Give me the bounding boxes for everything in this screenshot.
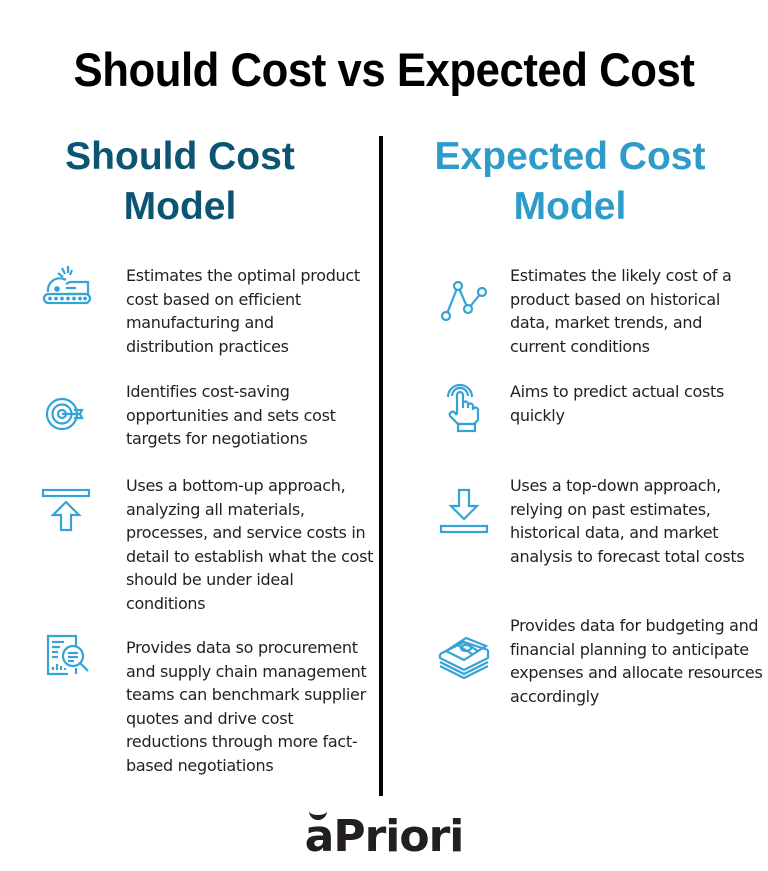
column-divider: [379, 136, 383, 796]
should-cost-item-text: Estimates the optimal product cost based…: [126, 266, 360, 356]
top-down-arrow-icon: [434, 484, 494, 540]
should-cost-heading-line2: Model: [123, 185, 237, 228]
line-graph-icon: [434, 272, 494, 328]
should-cost-heading: Should Cost Model: [0, 132, 360, 232]
expected-cost-item-1: Estimates the likely cost of a product b…: [434, 264, 764, 358]
should-cost-item-3: Uses a bottom-up approach, analyzing all…: [36, 474, 376, 615]
should-cost-item-text: Uses a bottom-up approach, analyzing all…: [126, 476, 374, 613]
should-cost-item-text: Provides data so procurement and supply …: [126, 638, 367, 775]
expected-cost-item-text: Provides data for budgeting and financia…: [510, 616, 763, 706]
apriori-logo: aPriori: [0, 812, 768, 862]
expected-cost-item-text: Estimates the likely cost of a product b…: [510, 266, 732, 356]
expected-cost-heading: Expected Cost Model: [390, 132, 750, 232]
should-cost-item-text: Identifies cost-saving opportunities and…: [126, 382, 336, 448]
expected-cost-heading-line2: Model: [513, 185, 627, 228]
expected-cost-heading-line1: Expected Cost: [434, 135, 706, 178]
target-icon: [36, 386, 96, 442]
bottom-up-arrow-icon: [36, 482, 96, 538]
expected-cost-item-2: Aims to predict actual costs quickly: [434, 380, 764, 436]
money-stack-icon: [434, 624, 494, 680]
manufacturing-conveyor-icon: [36, 260, 96, 316]
expected-cost-item-text: Uses a top-down approach, relying on pas…: [510, 476, 745, 566]
should-cost-item-4: Provides data so procurement and supply …: [36, 634, 376, 777]
logo-text: Priori: [333, 811, 464, 862]
expected-cost-item-text: Aims to predict actual costs quickly: [510, 382, 725, 425]
should-cost-heading-line1: Should Cost: [65, 135, 295, 178]
expected-cost-item-4: Provides data for budgeting and financia…: [434, 614, 764, 708]
should-cost-item-2: Identifies cost-saving opportunities and…: [36, 380, 376, 451]
expected-cost-item-3: Uses a top-down approach, relying on pas…: [434, 474, 764, 568]
logo-letter-a: a: [304, 811, 335, 862]
page-title: Should Cost vs Expected Cost: [73, 43, 695, 96]
should-cost-item-1: Estimates the optimal product cost based…: [36, 264, 376, 358]
report-search-icon: [36, 630, 96, 686]
tap-finger-icon: [434, 380, 494, 436]
